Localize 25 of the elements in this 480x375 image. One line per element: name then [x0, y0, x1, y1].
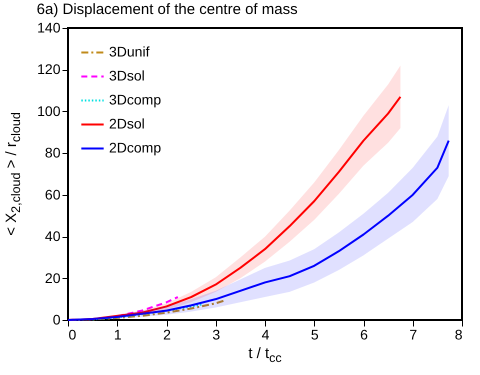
- y-tick-label: 140: [37, 20, 61, 36]
- legend-label: 3Dsol: [109, 68, 145, 84]
- x-tick-label: 3: [212, 326, 220, 342]
- legend-label: 3Dcomp: [109, 92, 162, 108]
- legend-label: 2Dcomp: [109, 140, 162, 156]
- line-series: [67, 140, 450, 321]
- x-tick-label: 7: [409, 326, 418, 342]
- x-tick-label: 2: [163, 326, 172, 342]
- y-tick-label: 0: [52, 312, 61, 328]
- y-tick-label: 40: [44, 228, 61, 244]
- y-tick-label: 20: [44, 270, 61, 286]
- legend-label: 2Dsol: [109, 116, 145, 132]
- x-tick-label: 8: [454, 326, 463, 342]
- x-axis-title: t / t$_{cc}$: [247, 345, 283, 365]
- y-tick-label: 120: [37, 61, 61, 78]
- y-tick-label: 80: [44, 144, 61, 161]
- y-tick-label: 60: [44, 186, 61, 202]
- legend-label: 3Dunif: [109, 44, 150, 60]
- x-tick-label: 4: [262, 326, 270, 342]
- x-tick-label: 1: [114, 326, 122, 342]
- y-tick-label: 100: [37, 102, 61, 119]
- x-tick-label: 6: [360, 326, 368, 342]
- chart-title: 6a) Displacement of the centre of mass: [36, 1, 298, 18]
- x-tick-label: 5: [310, 326, 319, 342]
- x-tick-label: 0: [68, 326, 76, 342]
